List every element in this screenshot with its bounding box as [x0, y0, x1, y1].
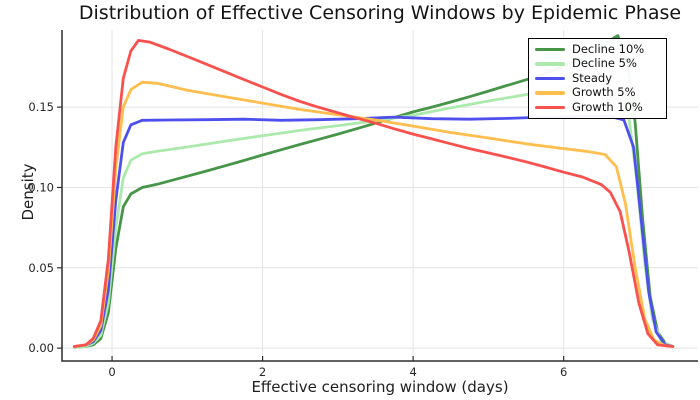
x-axis-title: Effective censoring window (days)	[251, 378, 509, 396]
y-tick-label: 0.15	[28, 100, 54, 114]
legend-row: Decline 5%	[535, 57, 660, 72]
legend-label: Decline 10%	[572, 41, 645, 56]
y-tick-label: 0.00	[28, 341, 54, 355]
legend-row: Decline 10%	[535, 42, 660, 57]
legend-line-sample	[535, 62, 565, 66]
legend-label: Decline 5%	[572, 56, 637, 71]
legend-label: Growth 10%	[572, 99, 643, 114]
x-tick-label: 4	[409, 365, 416, 379]
y-tick-label: 0.05	[28, 261, 54, 275]
legend-row: Steady	[535, 71, 660, 86]
x-tick-label: 2	[259, 365, 266, 379]
y-tick-label: 0.10	[28, 180, 54, 194]
axis-spine	[61, 30, 698, 362]
legend-row: Growth 5%	[535, 86, 660, 101]
legend-label: Growth 5%	[572, 85, 636, 100]
series-line	[73, 80, 675, 349]
series-line	[73, 39, 675, 348]
x-tick-label: 0	[108, 365, 115, 379]
legend-line-sample	[535, 105, 565, 110]
legend-line-sample	[535, 76, 565, 81]
chart-title: Distribution of Effective Censoring Wind…	[78, 2, 682, 24]
legend-line-sample	[535, 91, 565, 95]
legend-label: Steady	[572, 70, 613, 85]
x-tick-label: 6	[560, 365, 567, 379]
legend-row: Growth 10%	[535, 100, 660, 115]
legend: Decline 10% Decline 5% Steady Growth 5% Grow…	[528, 38, 667, 119]
legend-line-sample	[535, 47, 565, 52]
